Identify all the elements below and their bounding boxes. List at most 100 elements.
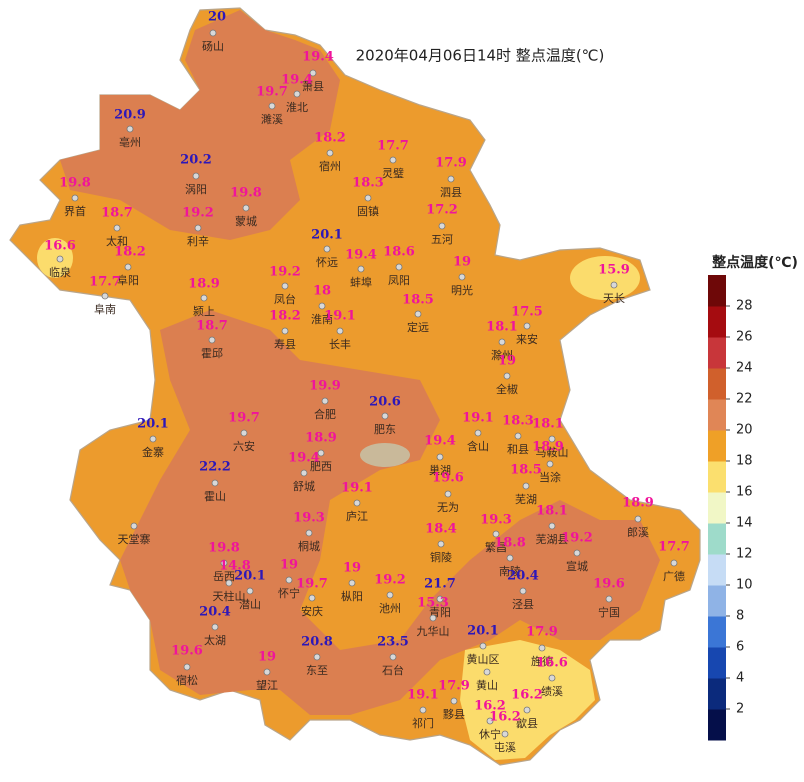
legend-tick-label: 28 <box>736 299 753 314</box>
temperature-label: 18.2 <box>269 309 301 324</box>
temperature-label: 20.6 <box>369 395 401 410</box>
temperature-label: 17.9 <box>438 679 470 694</box>
station-dot <box>211 479 219 487</box>
temperature-label: 18.1 <box>536 504 568 519</box>
station-dot <box>523 706 531 714</box>
station-dot <box>300 469 308 477</box>
station-dot <box>326 149 334 157</box>
station-dot <box>317 449 325 457</box>
temperature-label: 21.7 <box>424 577 456 592</box>
station-name: 肥西 <box>310 460 332 473</box>
legend-swatch <box>708 306 726 338</box>
station-dot <box>414 310 422 318</box>
temperature-label: 19 <box>258 650 276 665</box>
station-dot <box>389 156 397 164</box>
station-dot <box>130 522 138 530</box>
temperature-label: 19.1 <box>324 309 356 324</box>
legend-tick-label: 20 <box>736 423 753 438</box>
cool-area <box>37 238 73 278</box>
station-name: 金寨 <box>142 445 164 459</box>
temperature-label: 18.1 <box>532 417 564 432</box>
temperature-label: 18.5 <box>402 293 434 308</box>
temperature-label: 19.4 <box>302 50 334 65</box>
station-dot <box>436 595 444 603</box>
station-dot <box>498 338 506 346</box>
station-dot <box>479 642 487 650</box>
station-dot <box>308 594 316 602</box>
station-name: 铜陵 <box>430 550 452 564</box>
station-dot <box>211 623 219 631</box>
temperature-label: 20.8 <box>301 635 333 650</box>
station-name: 萧县 <box>302 80 324 93</box>
temperature-label: 20.4 <box>199 605 231 620</box>
station-name: 肥东 <box>374 423 396 436</box>
temperature-label: 17.7 <box>658 540 690 555</box>
station-name: 望江 <box>256 679 278 692</box>
temperature-label: 19.7 <box>228 411 260 426</box>
station-dot <box>486 717 494 725</box>
temperature-label: 18 <box>313 284 331 299</box>
lake <box>360 443 410 467</box>
station-name: 蒙城 <box>235 215 257 228</box>
temperature-label: 19.2 <box>561 531 593 546</box>
legend-tick-label: 8 <box>736 609 744 624</box>
temperature-label: 18.6 <box>383 245 415 260</box>
station-name: 广德 <box>663 569 685 583</box>
map-title: 2020年04月06日14时 整点温度(℃) <box>356 47 605 65</box>
temperature-label: 18.2 <box>114 245 146 260</box>
station-dot <box>208 336 216 344</box>
station-dot <box>126 125 134 133</box>
station-dot <box>313 653 321 661</box>
station-name: 宿州 <box>319 159 341 173</box>
station-dot <box>438 222 446 230</box>
station-name: 和县 <box>507 443 529 456</box>
legend-swatch <box>708 399 726 431</box>
station-name: 六安 <box>233 439 255 453</box>
temperature-label: 19 <box>498 354 516 369</box>
legend-swatch <box>708 585 726 617</box>
station-dot <box>192 172 200 180</box>
temperature-label: 18.7 <box>101 206 133 221</box>
temperature-label: 20.9 <box>114 108 146 123</box>
legend-tick-label: 10 <box>736 578 753 593</box>
temperature-label: 18.7 <box>196 319 228 334</box>
temperature-label: 19.1 <box>407 688 439 703</box>
station-dot <box>519 587 527 595</box>
station-dot <box>281 327 289 335</box>
station-dot <box>225 579 233 587</box>
temperature-label: 19.3 <box>480 513 512 528</box>
temperature-label: 19.2 <box>374 573 406 588</box>
station-dot <box>474 429 482 437</box>
station-name: 寿县 <box>274 337 296 351</box>
station-dot <box>501 730 509 738</box>
station-name: 桐城 <box>298 539 320 553</box>
legend-swatch <box>708 430 726 462</box>
temperature-label: 18.3 <box>352 176 384 191</box>
station-name: 淮北 <box>286 101 308 114</box>
legend-swatch <box>708 709 726 741</box>
station-dot <box>548 522 556 530</box>
station-name: 含山 <box>467 439 489 453</box>
temperature-label: 17.9 <box>526 625 558 640</box>
temperature-label: 19.6 <box>593 577 625 592</box>
province-shape <box>9 7 701 766</box>
station-dot <box>436 453 444 461</box>
temperature-label: 18.3 <box>502 414 534 429</box>
station-dot <box>546 460 554 468</box>
station-dot <box>293 90 301 98</box>
temperature-label: 20 <box>208 10 226 25</box>
station-dot <box>389 653 397 661</box>
station-name: 池州 <box>379 602 401 615</box>
station-name: 芜湖县 <box>536 532 569 546</box>
legend-swatch <box>708 492 726 524</box>
station-dot <box>548 435 556 443</box>
temperature-label: 19.3 <box>293 511 325 526</box>
station-name: 滁州 <box>491 348 513 362</box>
station-name: 歙县 <box>516 716 538 730</box>
station-dot <box>450 697 458 705</box>
station-dot <box>56 255 64 263</box>
cool-area <box>460 640 595 760</box>
temperature-label: 18.9 <box>532 440 564 455</box>
legend-tick-label: 12 <box>736 547 753 562</box>
station-name: 怀宁 <box>278 586 300 600</box>
